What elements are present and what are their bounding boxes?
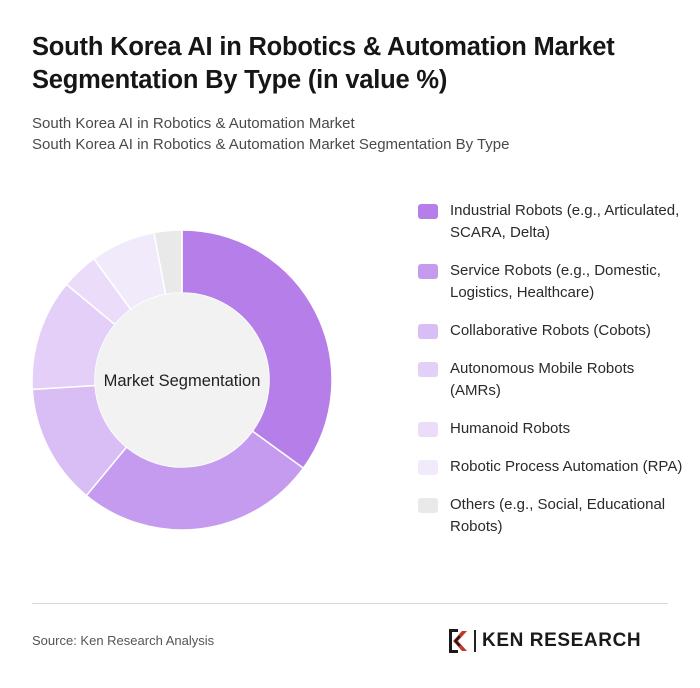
donut-chart: Market Segmentation <box>31 229 333 531</box>
legend-item-1: Industrial Robots (e.g., Articulated, SC… <box>418 200 688 244</box>
subtitle-line-2: South Korea AI in Robotics & Automation … <box>32 136 510 153</box>
legend-swatch <box>418 498 438 513</box>
chart-title: South Korea AI in Robotics & Automation … <box>32 33 615 94</box>
chart-legend: Industrial Robots (e.g., Articulated, SC… <box>418 200 688 554</box>
chart-subtitle: South Korea AI in Robotics & Automation … <box>32 113 672 155</box>
legend-swatch <box>418 264 438 279</box>
legend-swatch <box>418 422 438 437</box>
ken-research-logo: KEN RESEARCH <box>447 626 641 656</box>
logo-text: KEN RESEARCH <box>482 630 642 651</box>
subtitle-line-1: South Korea AI in Robotics & Automation … <box>32 115 355 132</box>
legend-item-6: Robotic Process Automation (RPA) <box>418 456 688 478</box>
footer-divider <box>32 603 668 604</box>
logo-separator <box>474 630 476 652</box>
legend-item-3: Collaborative Robots (Cobots) <box>418 320 688 342</box>
center-label: Market Segmentation <box>104 372 261 390</box>
legend-item-7: Others (e.g., Social, Educational Robots… <box>418 494 688 538</box>
legend-label: Collaborative Robots (Cobots) <box>450 322 651 339</box>
legend-label: Service Robots (e.g., Domestic, Logistic… <box>450 262 661 301</box>
ken-research-logo-icon <box>449 629 467 653</box>
legend-label: Others (e.g., Social, Educational Robots… <box>450 496 666 535</box>
legend-label: Industrial Robots (e.g., Articulated, SC… <box>450 202 680 241</box>
legend-item-2: Service Robots (e.g., Domestic, Logistic… <box>418 260 688 304</box>
donut-hole <box>95 293 269 467</box>
legend-item-4: Autonomous Mobile Robots (AMRs) <box>418 358 688 402</box>
legend-swatch <box>418 362 438 377</box>
legend-label: Humanoid Robots <box>450 420 571 437</box>
legend-label: Autonomous Mobile Robots (AMRs) <box>450 360 635 399</box>
legend-swatch <box>418 204 438 219</box>
legend-swatch <box>418 460 438 475</box>
source-note: Source: Ken Research Analysis <box>32 633 215 648</box>
legend-item-5: Humanoid Robots <box>418 418 688 440</box>
legend-label: Robotic Process Automation (RPA) <box>450 458 683 475</box>
legend-swatch <box>418 324 438 339</box>
